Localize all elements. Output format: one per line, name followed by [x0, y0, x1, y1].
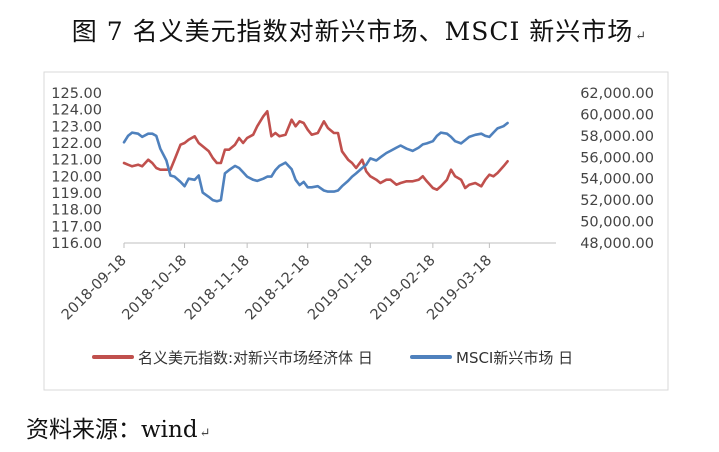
- y-left-tick-label: 117.00: [51, 219, 102, 235]
- y-right-tick-label: 62,000.00: [580, 86, 654, 102]
- legend: 名义美元指数:对新兴市场经济体 日 MSCI新兴市场 日: [92, 349, 573, 367]
- y-left-tick-label: 116.00: [51, 236, 102, 252]
- series-line-msci: [122, 121, 509, 203]
- y-left-tick-label: 118.00: [51, 203, 102, 219]
- paragraph-mark-icon: ↵: [635, 29, 648, 44]
- y-right-tick-label: 50,000.00: [580, 215, 654, 231]
- y-right-tick-label: 54,000.00: [580, 172, 654, 188]
- figure-title: 图 7 名义美元指数对新兴市场、MSCI 新兴市场 ↵: [0, 12, 719, 48]
- paragraph-mark-icon: ↵: [199, 426, 211, 441]
- y-right-tick-label: 52,000.00: [580, 193, 654, 209]
- y-right-tick-label: 58,000.00: [580, 129, 654, 145]
- y-left-tick-label: 122.00: [51, 136, 102, 152]
- chart-frame: [43, 71, 669, 391]
- y-left-tick-label: 121.00: [51, 153, 102, 169]
- y-right-tick-label: 48,000.00: [580, 236, 654, 252]
- source-note: 资料来源：wind ↵: [26, 410, 211, 444]
- legend-label-dollar-index: 名义美元指数:对新兴市场经济体 日: [138, 349, 373, 367]
- y-left-tick-label: 120.00: [51, 169, 102, 185]
- y-right-tick-label: 56,000.00: [580, 150, 654, 166]
- legend-label-msci: MSCI新兴市场 日: [456, 349, 573, 367]
- y-left-tick-label: 123.00: [51, 119, 102, 135]
- figure-title-text: 图 7 名义美元指数对新兴市场、MSCI 新兴市场: [71, 17, 634, 46]
- y-right-tick-label: 60,000.00: [580, 107, 654, 123]
- y-left-tick-label: 125.00: [51, 86, 102, 102]
- series-line-dollar-index: [122, 110, 509, 191]
- y-left-tick-label: 119.00: [51, 186, 102, 202]
- series-lines: [122, 110, 509, 203]
- y-left-tick-label: 124.00: [51, 103, 102, 119]
- source-text: 资料来源：wind: [26, 417, 198, 443]
